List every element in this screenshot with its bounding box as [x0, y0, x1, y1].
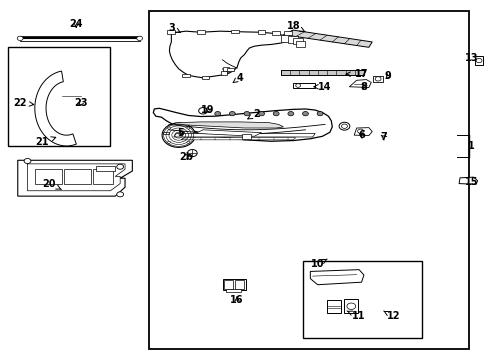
Bar: [222, 67, 229, 71]
Bar: [182, 74, 189, 77]
Polygon shape: [153, 108, 331, 141]
Bar: [344, 299, 357, 313]
Circle shape: [137, 36, 142, 41]
Polygon shape: [310, 270, 363, 285]
Polygon shape: [195, 130, 261, 136]
Bar: [257, 30, 265, 34]
Circle shape: [258, 112, 264, 116]
Text: 15: 15: [464, 177, 477, 187]
Circle shape: [214, 112, 220, 116]
Polygon shape: [353, 128, 371, 135]
Text: 10: 10: [310, 259, 326, 269]
Circle shape: [17, 36, 23, 41]
Bar: [474, 56, 483, 65]
Circle shape: [167, 127, 170, 129]
Text: 16: 16: [230, 295, 244, 305]
Circle shape: [186, 141, 189, 143]
Text: 20: 20: [42, 179, 61, 189]
Bar: [293, 83, 315, 88]
Bar: [167, 31, 175, 34]
Bar: [327, 300, 340, 313]
Bar: [224, 280, 232, 289]
Circle shape: [162, 123, 195, 147]
Bar: [303, 261, 422, 338]
Polygon shape: [281, 69, 363, 75]
Circle shape: [273, 112, 279, 116]
Polygon shape: [181, 138, 295, 140]
Bar: [372, 76, 383, 82]
Circle shape: [357, 129, 363, 134]
Text: 2b: 2b: [179, 152, 193, 162]
Bar: [196, 30, 204, 34]
Bar: [64, 169, 91, 184]
Circle shape: [187, 149, 197, 157]
Circle shape: [338, 122, 349, 130]
Bar: [8, 47, 110, 146]
Bar: [93, 169, 113, 184]
Bar: [295, 41, 305, 47]
Polygon shape: [18, 160, 132, 196]
Text: 19: 19: [201, 105, 214, 115]
Text: 11: 11: [346, 311, 365, 321]
Text: 22: 22: [14, 98, 34, 108]
Text: 13: 13: [464, 53, 477, 63]
Circle shape: [317, 112, 323, 116]
Bar: [201, 76, 209, 79]
Text: 18: 18: [286, 21, 305, 32]
Polygon shape: [173, 134, 315, 137]
Bar: [222, 279, 245, 290]
Text: 2: 2: [247, 109, 260, 119]
Text: 8: 8: [360, 82, 366, 92]
Bar: [227, 68, 234, 71]
Circle shape: [24, 158, 31, 163]
Bar: [163, 132, 168, 134]
Polygon shape: [173, 122, 283, 128]
Polygon shape: [458, 177, 477, 184]
Bar: [293, 38, 303, 44]
Circle shape: [295, 84, 300, 87]
Circle shape: [475, 58, 481, 63]
Bar: [288, 36, 298, 42]
Text: 24: 24: [69, 19, 83, 29]
Text: 14: 14: [313, 82, 331, 92]
Text: 9: 9: [384, 71, 391, 81]
Text: 21: 21: [35, 137, 56, 147]
Bar: [234, 280, 243, 289]
Circle shape: [287, 112, 293, 116]
Circle shape: [374, 77, 380, 81]
Polygon shape: [283, 30, 371, 47]
Bar: [230, 30, 238, 33]
Bar: [149, 12, 468, 348]
Text: 4: 4: [233, 73, 243, 83]
Text: 17: 17: [345, 69, 367, 79]
Circle shape: [186, 127, 189, 129]
Bar: [272, 31, 280, 35]
Bar: [96, 166, 115, 171]
Bar: [284, 31, 292, 35]
Circle shape: [302, 112, 308, 116]
Text: 6: 6: [357, 130, 364, 140]
Text: 7: 7: [379, 132, 386, 142]
Circle shape: [167, 141, 170, 143]
Circle shape: [244, 112, 249, 116]
Bar: [281, 36, 290, 42]
Polygon shape: [35, 71, 76, 146]
Text: 5: 5: [177, 129, 184, 138]
Text: 1: 1: [467, 141, 474, 151]
Bar: [226, 289, 241, 292]
Text: 3: 3: [168, 23, 180, 33]
Text: 12: 12: [383, 311, 399, 321]
Circle shape: [341, 124, 346, 129]
Bar: [220, 71, 227, 75]
Text: 23: 23: [74, 98, 88, 108]
Bar: [242, 134, 250, 139]
Circle shape: [117, 192, 123, 197]
Circle shape: [117, 164, 123, 169]
Bar: [35, 169, 61, 184]
Circle shape: [229, 112, 235, 116]
Polygon shape: [348, 80, 370, 87]
Circle shape: [346, 303, 355, 310]
Circle shape: [198, 108, 207, 114]
